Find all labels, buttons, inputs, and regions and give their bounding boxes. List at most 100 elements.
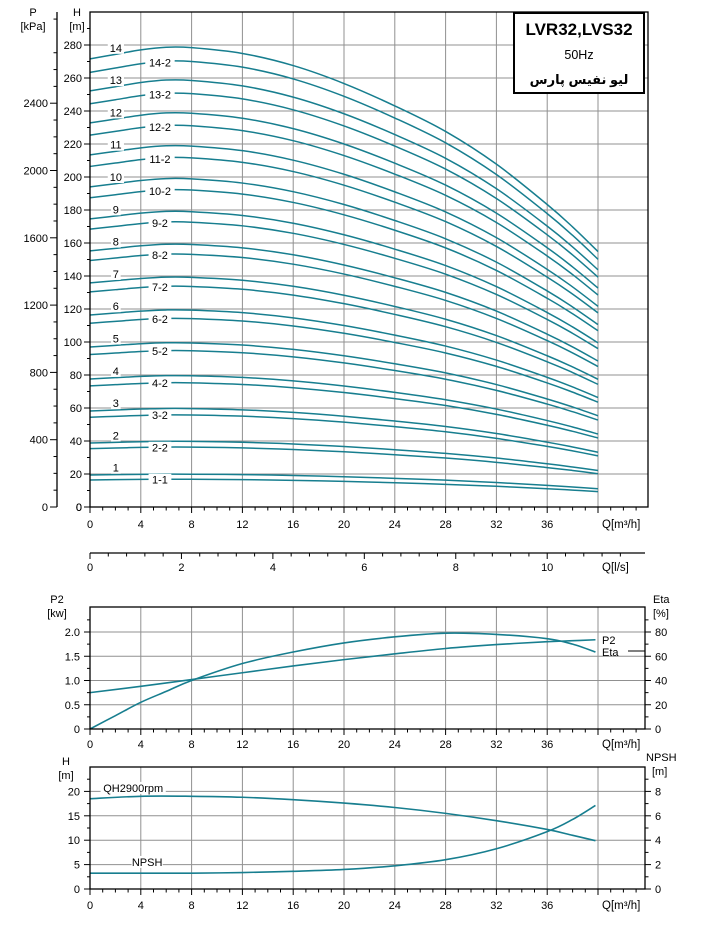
h-tick-label: 180 (64, 205, 82, 217)
curve-label-9: 9 (113, 204, 119, 216)
curve-label-halo (111, 300, 121, 313)
curve-label-halo (111, 268, 121, 280)
h-tick-label: 5 (74, 860, 80, 872)
x-tick-label: 12 (236, 519, 248, 531)
p2-axis-title: P2 (50, 594, 63, 606)
pump-curve-11 (89, 144, 599, 307)
series-p2 (89, 638, 596, 694)
x-tick-label: 36 (541, 739, 553, 751)
p-axis: 0 400 800 1200 1600 2000 2400 P [kPa] 0 (20, 7, 82, 514)
h-zero-label: 0 (76, 502, 82, 514)
curve-label-2-2: 2-2 (152, 442, 168, 454)
x-tick-label: 16 (287, 900, 299, 912)
x-tick-label: 12 (236, 900, 248, 912)
h-tick-label: 240 (64, 106, 82, 118)
h-axis-title: H (73, 7, 81, 19)
curve-label-halo (111, 397, 121, 410)
series-npsh (90, 804, 596, 874)
x-tick-label: 8 (189, 900, 195, 912)
x-tick-label: 4 (138, 519, 144, 531)
plot-border (89, 766, 646, 890)
curve-label-4: 4 (113, 366, 119, 378)
brand-name: ليو نفيس پارس (529, 72, 629, 87)
title-box: LVR32,LVS32 50Hz ليو نفيس پارس (513, 12, 645, 94)
h-tick-label: 20 (68, 786, 80, 798)
h-tick-label: 40 (70, 436, 82, 448)
h-tick-label: 260 (64, 73, 82, 85)
plot-border (89, 606, 646, 730)
pump-curve-7-2 (89, 285, 599, 386)
p2-tick-label: 1.5 (65, 651, 80, 663)
curve-label-7: 7 (113, 269, 119, 281)
curve-label-halo (111, 203, 121, 216)
x-tick-label: 32 (490, 739, 502, 751)
curve-label-halo (145, 153, 175, 165)
npsh-tick-label: 2 (655, 860, 661, 872)
pump-curve-5-2 (89, 349, 599, 421)
q-m3h-axis: 0 4 8 12 16 20 24 28 32 36 Q[m³/h] (87, 507, 640, 531)
h-tick-label: 0 (76, 502, 82, 514)
h-tick-label: 0 (74, 884, 80, 896)
curve-label-halo (148, 217, 172, 229)
curve-label-13-2: 13-2 (149, 90, 171, 102)
p-tick-label: 0 (42, 502, 48, 514)
series-label-halo (100, 781, 166, 794)
pump-curve-3-2 (89, 414, 599, 457)
pump-curve-11-2 (89, 156, 599, 314)
x-tick-label: 28 (439, 519, 451, 531)
pump-curve-10 (89, 177, 599, 326)
curve-label-halo (107, 106, 124, 119)
npsh-x-axis: 0 4 8 12 16 20 24 28 32 36 Q[m³/h] (87, 889, 640, 912)
curve-label-9-2: 9-2 (152, 218, 168, 230)
h-tick-label: 100 (64, 337, 82, 349)
ls-tick-label: 4 (270, 562, 276, 574)
curve-label-5: 5 (113, 334, 119, 346)
eta-axis: 0 20 40 60 80 Eta [%] (645, 594, 670, 736)
series-label-qh2900rpm: QH2900rpm (103, 783, 163, 795)
p-tick-label: 400 (30, 435, 48, 447)
curve-label-halo (145, 121, 175, 133)
p-tick-label: 2400 (24, 98, 48, 110)
x-tick-label: 24 (389, 739, 401, 751)
p-tick-label: 800 (30, 367, 48, 379)
eta-axis-unit: [%] (653, 608, 669, 620)
h-axis: 0 20 40 60 80 100 120 140 160 180 200 220 240 260 280 H… (64, 7, 90, 514)
pump-curve-1-1 (89, 478, 599, 493)
h-tick-label: 120 (64, 304, 82, 316)
curve-label-halo (148, 281, 172, 294)
h-tick-label: 220 (64, 139, 82, 151)
npsh-tick-label: 0 (655, 884, 661, 896)
curve-label-halo (148, 345, 172, 358)
curve-label-14: 14 (110, 43, 122, 55)
power-x-axis: 0 4 8 12 16 20 24 28 32 36 Q[m³/h] (87, 729, 640, 751)
x-tick-label: 20 (338, 519, 350, 531)
pump-curve-13-2 (89, 92, 599, 278)
power-chart: P2Eta00.51.01.52.0P2[kw]020406080Eta[%]0… (47, 594, 670, 751)
curve-label-13: 13 (110, 75, 122, 87)
pump-curve-4-2 (89, 381, 599, 439)
curve-label-halo (111, 429, 121, 442)
eta-tick-label: 20 (655, 700, 667, 712)
ls-axis-unit-label: Q[l/s] (602, 562, 629, 574)
h-tick-label: 20 (70, 469, 82, 481)
x-tick-label: 28 (439, 739, 451, 751)
x-axis-unit-label: Q[m³/h] (602, 519, 640, 531)
ls-tick-label: 2 (178, 562, 184, 574)
pump-curve-5 (89, 341, 599, 417)
h-tick-label: 15 (68, 811, 80, 823)
x-tick-label: 4 (138, 900, 144, 912)
curve-label-halo (148, 377, 172, 390)
p2-axis-unit: [kw] (47, 608, 67, 620)
curve-label-halo (148, 473, 172, 486)
curve-label-halo (107, 74, 124, 87)
curve-label-halo (107, 42, 124, 54)
curve-label-10: 10 (110, 172, 122, 184)
x-axis-unit-label: Q[m³/h] (602, 900, 640, 912)
series-eta (89, 632, 596, 730)
pump-curve-8-2 (89, 253, 599, 368)
series-label-halo (131, 855, 163, 868)
h-axis-unit: [m] (58, 770, 73, 782)
pump-curve-9 (89, 210, 599, 344)
curve-label-halo (148, 409, 172, 422)
